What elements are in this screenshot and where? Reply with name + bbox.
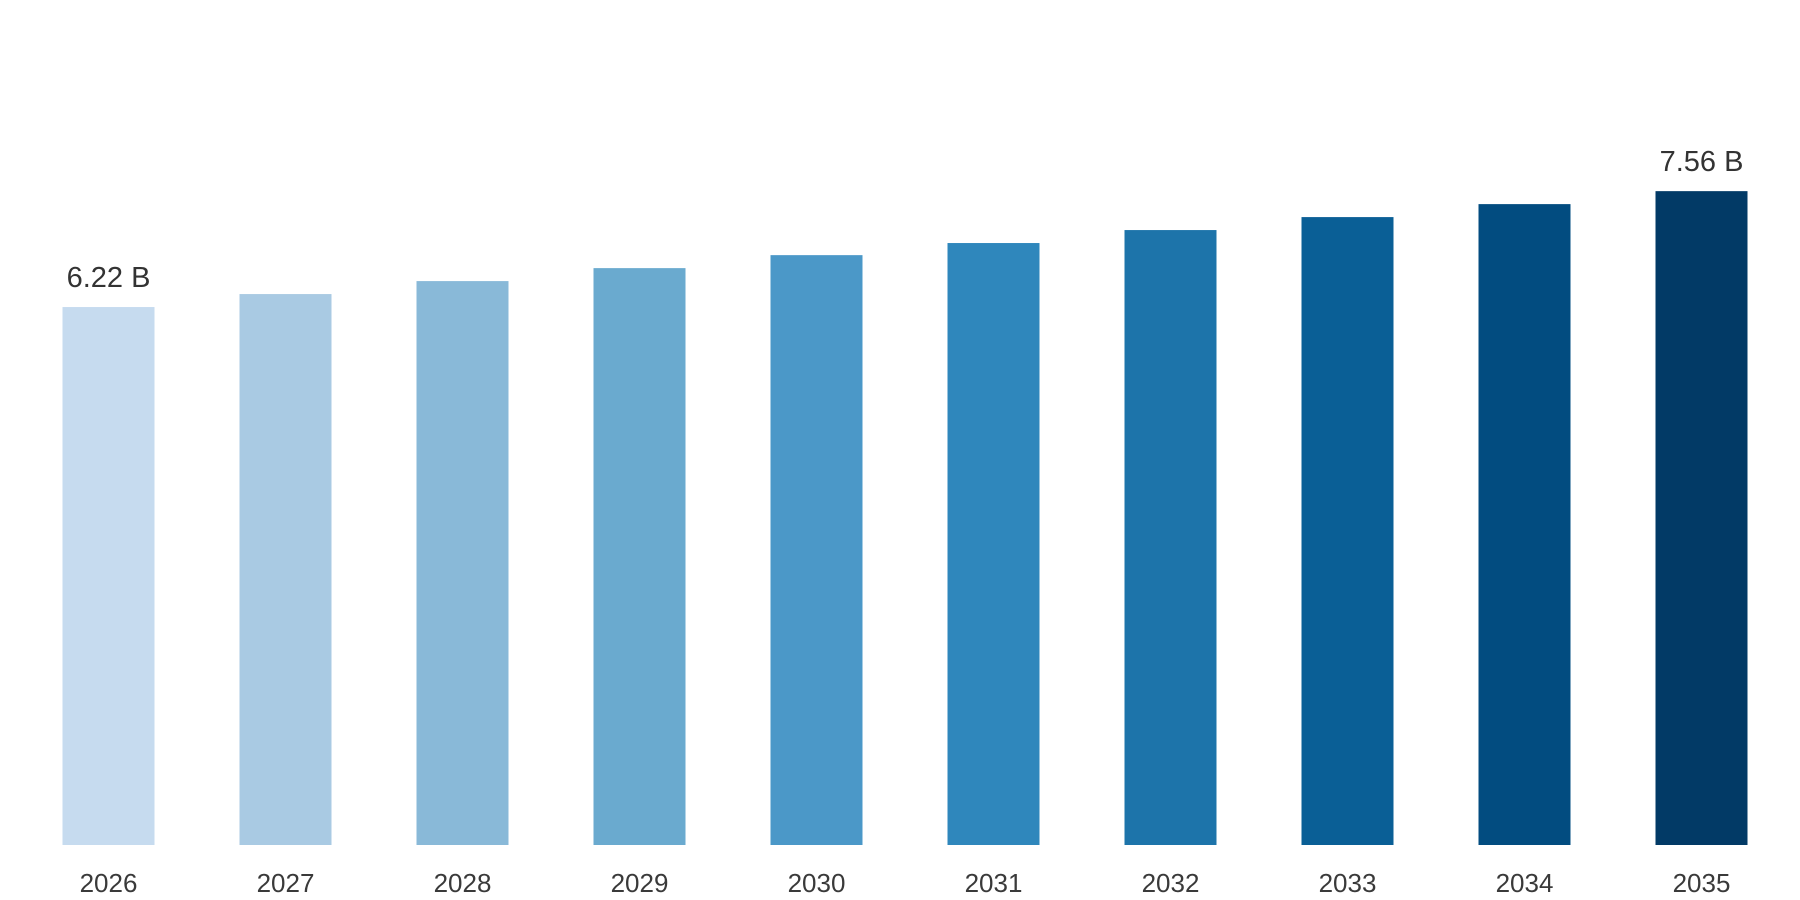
x-tick-label-2028: 2028 (434, 868, 492, 898)
x-tick-label-2033: 2033 (1319, 868, 1377, 898)
bar-2032 (1124, 230, 1217, 846)
data-label-2026: 6.22 B (67, 262, 151, 294)
x-axis-tick-labels: 2026 2027 2028 2029 2030 2031 2032 2033 2034 2035 (80, 868, 1731, 898)
bar-2026 (62, 307, 155, 845)
bar-2030 (770, 255, 863, 845)
bar-2033 (1301, 217, 1394, 846)
bar-2031 (947, 243, 1040, 846)
bar-2029 (593, 268, 686, 845)
x-tick-label-2029: 2029 (611, 868, 669, 898)
bar-2027 (239, 294, 332, 845)
bars-group (62, 191, 1748, 846)
x-tick-label-2035: 2035 (1673, 868, 1731, 898)
x-tick-label-2031: 2031 (965, 868, 1023, 898)
x-tick-label-2027: 2027 (257, 868, 315, 898)
bar-2034 (1478, 204, 1571, 846)
x-tick-label-2026: 2026 (80, 868, 138, 898)
x-tick-label-2032: 2032 (1142, 868, 1200, 898)
data-label-2035: 7.56 B (1660, 146, 1744, 178)
data-labels-group: 6.22 B 7.56 B (67, 146, 1744, 294)
bar-2035 (1655, 191, 1748, 846)
x-tick-label-2030: 2030 (788, 868, 846, 898)
x-tick-label-2034: 2034 (1496, 868, 1554, 898)
bar-2028 (416, 281, 509, 845)
